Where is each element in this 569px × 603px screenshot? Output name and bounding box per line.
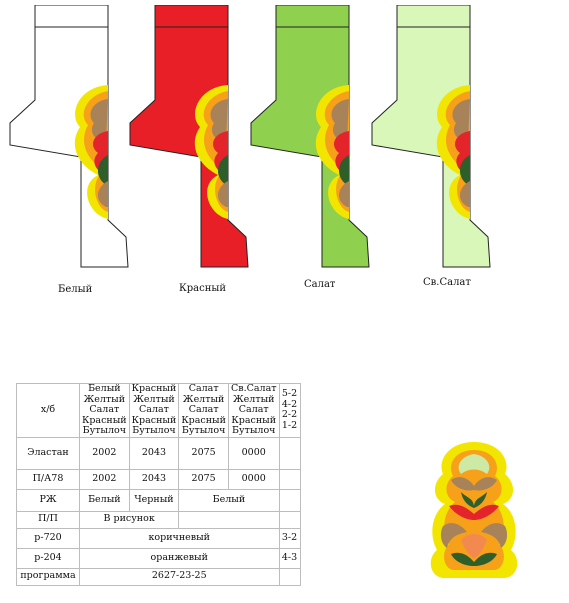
sock-light-salat: [370, 5, 505, 273]
cell: [178, 510, 280, 529]
cell: [278, 436, 301, 470]
ornament-motif: [421, 440, 527, 582]
header-col5: 5-2 4-2 2-2 1-2: [278, 383, 301, 438]
header-col3: Салат Желтый Салат Красный Бутылоч: [178, 383, 229, 438]
header-col4: Св.Салат Желтый Салат Красный Бутылоч: [227, 383, 280, 438]
cell: 2075: [178, 436, 229, 470]
cell: Черный: [128, 488, 180, 512]
header-col1: Белый Желтый Салат Красный Бутылоч: [79, 383, 130, 438]
row-label: р-204: [16, 547, 80, 569]
row-label: РЖ: [16, 488, 80, 512]
cell: [278, 510, 301, 529]
cell: [278, 468, 301, 490]
cell: 0000: [227, 436, 280, 470]
row-label: П/П: [16, 510, 80, 529]
cell: 2002: [79, 468, 130, 490]
cell: 2627-23-25: [79, 567, 280, 586]
cell: 2002: [79, 436, 130, 470]
cell: Белый: [178, 488, 280, 512]
sock-body: [9, 5, 129, 268]
header-cotton: х/б: [16, 383, 80, 438]
row-label: программа: [16, 567, 80, 586]
spec-table: х/б Белый Желтый Салат Красный Бутылоч Красн…: [16, 383, 301, 586]
sock-body: [250, 5, 370, 268]
header-col2: Красный Желтый Салат Красный Бутылоч: [128, 383, 180, 438]
cell: 2043: [128, 436, 180, 470]
sock-body: [371, 5, 491, 268]
sock-label: Св.Салат: [423, 277, 471, 288]
sock-label: Красный: [179, 283, 226, 294]
sock-salat: [249, 5, 384, 273]
cell: [278, 567, 301, 586]
cell: В рисунок: [78, 510, 180, 529]
cell: 2043: [128, 468, 180, 490]
cell: коричневый: [79, 527, 280, 549]
row-label: Эластан: [16, 436, 80, 470]
sock-label: Салат: [304, 279, 336, 290]
row-label: П/А78: [16, 468, 80, 490]
sock-body: [129, 5, 249, 268]
cell: 2075: [178, 468, 229, 490]
cell: 4-3: [278, 547, 301, 569]
cell: 3-2: [278, 527, 301, 549]
row-label: р-720: [16, 527, 80, 549]
sock-label: Белый: [58, 284, 93, 295]
cell: Белый: [79, 488, 130, 512]
cell: оранжевый: [79, 547, 280, 569]
cell: 0000: [227, 468, 280, 490]
cell: [278, 488, 301, 512]
sock-white: [8, 5, 143, 273]
sock-red: [128, 5, 263, 273]
